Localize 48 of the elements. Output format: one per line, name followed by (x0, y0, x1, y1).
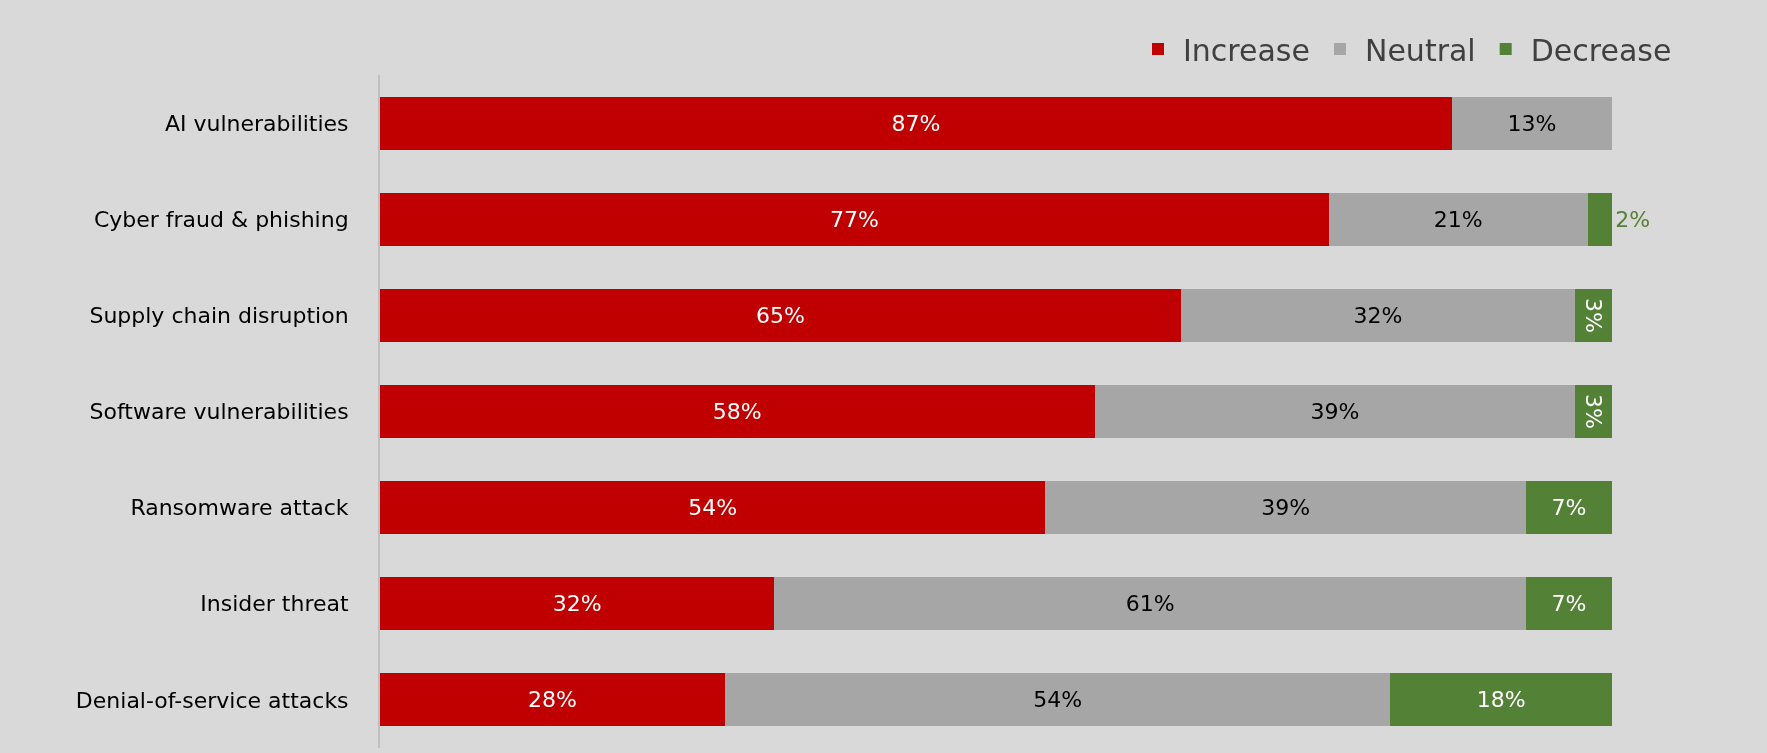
data-label: 21% (1433, 206, 1483, 232)
bar (380, 96, 1452, 150)
bar (1094, 385, 1576, 438)
data-label: 13% (1507, 110, 1557, 136)
data-label: 32% (552, 591, 602, 617)
bar (1390, 673, 1613, 727)
data-label: 18% (1476, 687, 1526, 713)
data-label: 61% (1125, 591, 1175, 617)
data-label: 39% (1310, 399, 1360, 424)
data-label: 7% (1551, 591, 1587, 617)
legend-label: Increase (1183, 32, 1310, 68)
data-label: 77% (829, 206, 879, 232)
legend-label: Neutral (1364, 32, 1476, 68)
bar (380, 385, 1095, 438)
bar (1525, 481, 1613, 535)
bar (380, 288, 1181, 342)
data-label: 32% (1353, 302, 1403, 328)
bar (1180, 288, 1576, 342)
data-label: 58% (712, 399, 762, 424)
data-label: 54% (688, 495, 738, 521)
data-label: 3% (1581, 394, 1607, 429)
legend-label: Decrease (1530, 32, 1672, 68)
bar (380, 192, 1329, 246)
data-label: 3% (1581, 297, 1607, 333)
y-tick-label: Ransomware attack (130, 495, 349, 521)
y-tick-label: Software vulnerabilities (89, 399, 349, 425)
y-tick-label: Insider threat (200, 591, 349, 617)
bar (1328, 192, 1588, 246)
bar (1045, 481, 1526, 535)
data-label: 65% (756, 302, 805, 328)
bar (1587, 192, 1613, 246)
bar (725, 673, 1391, 727)
data-label: 2% (1615, 206, 1651, 232)
bar (1451, 96, 1613, 150)
data-label: 87% (891, 110, 941, 136)
data-label: 28% (528, 687, 577, 713)
bar (380, 481, 1046, 535)
bar (1525, 577, 1613, 631)
bar (380, 673, 725, 727)
y-tick-label: AI vulnerabilities (164, 110, 349, 136)
y-tick-label: Supply chain disruption (89, 303, 349, 329)
y-tick-label: Cyber fraud & phishing (93, 206, 349, 232)
data-label: 54% (1033, 687, 1083, 713)
bar (774, 577, 1526, 631)
y-tick-label: Denial-of-service attacks (75, 687, 349, 713)
bar (380, 577, 775, 631)
data-label: 7% (1551, 495, 1587, 521)
data-label: 39% (1261, 495, 1311, 521)
